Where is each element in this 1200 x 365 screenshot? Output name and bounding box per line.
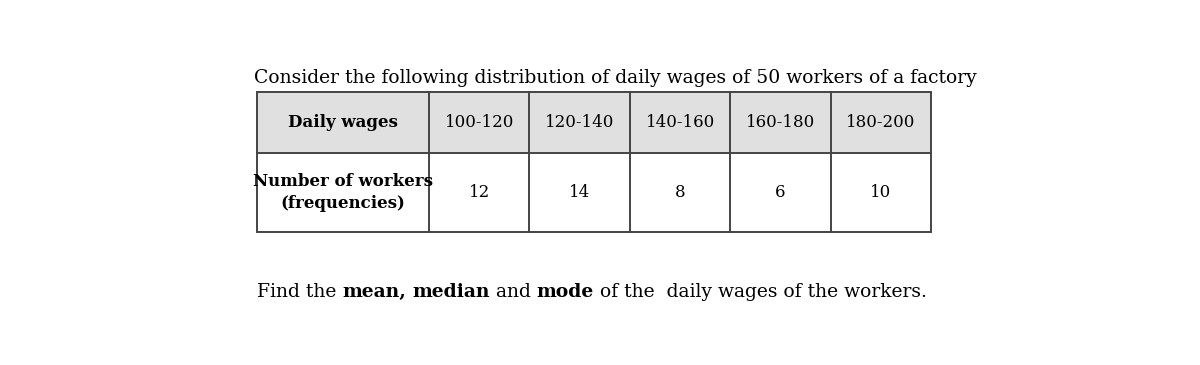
Text: 180-200: 180-200: [846, 114, 916, 131]
Text: Find the: Find the: [257, 283, 342, 301]
Text: of the  daily wages of the workers.: of the daily wages of the workers.: [594, 283, 926, 301]
Text: 140-160: 140-160: [646, 114, 715, 131]
Text: Consider the following distribution of daily wages of 50 workers of a factory: Consider the following distribution of d…: [253, 69, 977, 87]
Text: 14: 14: [569, 184, 590, 201]
Text: and: and: [490, 283, 536, 301]
Text: 100-120: 100-120: [444, 114, 514, 131]
Text: (frequencies): (frequencies): [281, 196, 406, 212]
Text: 10: 10: [870, 184, 892, 201]
Bar: [257, 92, 931, 232]
Text: 160-180: 160-180: [746, 114, 815, 131]
Bar: [257, 92, 931, 153]
Text: 12: 12: [468, 184, 490, 201]
Text: mode: mode: [536, 283, 594, 301]
Text: Number of workers: Number of workers: [253, 173, 433, 190]
Text: Daily wages: Daily wages: [288, 114, 398, 131]
Text: mean,: mean,: [342, 283, 407, 301]
Text: 120-140: 120-140: [545, 114, 614, 131]
Text: 6: 6: [775, 184, 786, 201]
Bar: [257, 153, 931, 232]
Text: median: median: [413, 283, 490, 301]
Text: 8: 8: [674, 184, 685, 201]
